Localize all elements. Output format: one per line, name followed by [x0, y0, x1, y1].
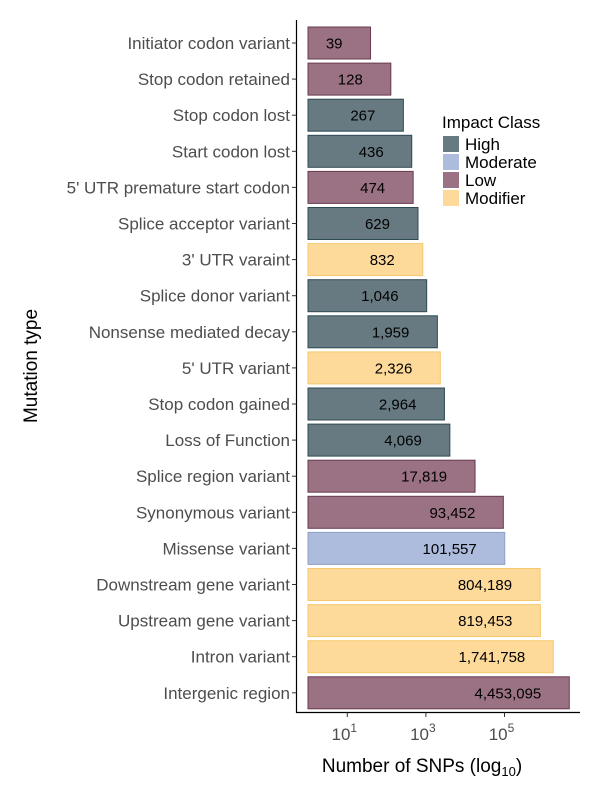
bar-value-label: 4,069 [384, 433, 422, 450]
legend-label: Low [465, 171, 497, 190]
bar [307, 423, 451, 457]
category-label: Stop codon gained [148, 395, 290, 414]
category-label: Downstream gene variant [96, 576, 290, 595]
bar-value-label: 39 [326, 36, 343, 53]
bar-value-label: 2,964 [379, 397, 417, 414]
bar-value-label: 17,819 [401, 469, 447, 486]
bar-value-label: 832 [370, 252, 395, 269]
category-label: Intergenic region [163, 684, 290, 703]
bar [307, 315, 438, 349]
category-label: Splice region variant [136, 467, 290, 486]
category-label: Synonymous variant [136, 503, 290, 522]
x-tick-label: 103 [410, 721, 436, 744]
category-label: 5' UTR variant [182, 359, 290, 378]
category-label: Splice acceptor variant [118, 215, 290, 234]
bar-value-label: 1,959 [372, 324, 410, 341]
x-tick-label: 101 [331, 721, 357, 744]
bar [307, 640, 554, 674]
legend-label: High [465, 135, 500, 154]
category-label: 3' UTR varaint [182, 251, 290, 270]
y-axis-title: Mutation type [21, 309, 42, 423]
legend-label: Modifier [465, 189, 526, 208]
category-label: Nonsense mediated decay [89, 323, 291, 342]
category-labels: Initiator codon variant Stop codon retain… [67, 34, 291, 703]
bar [307, 62, 392, 96]
bar-value-label: 1,741,758 [459, 649, 526, 666]
legend-title: Impact Class [442, 113, 540, 132]
y-axis-ticks [292, 42, 297, 694]
bar-value-labels: 39 128 267 436 474 629 832 1,046 1,959 2,326 2,964… [326, 36, 541, 703]
bar-value-label: 629 [365, 216, 390, 233]
bar [307, 98, 404, 132]
bar [307, 243, 424, 277]
bar [307, 134, 413, 168]
bar-value-label: 4,453,095 [475, 685, 542, 702]
bar-value-label: 2,326 [375, 360, 413, 377]
bar-value-label: 804,189 [458, 577, 512, 594]
legend-label: Moderate [465, 153, 537, 172]
category-label: Stop codon lost [173, 106, 290, 125]
category-label: 5' UTR premature start codon [67, 178, 290, 197]
bar [307, 387, 445, 421]
category-label: Missense variant [162, 539, 290, 558]
legend-swatch [443, 136, 459, 152]
bar-value-label: 819,453 [458, 613, 512, 630]
legend-swatch [443, 190, 459, 206]
legend-swatch [443, 172, 459, 188]
x-axis-ticks: 101 103 105 [331, 712, 515, 744]
bar-value-label: 1,046 [361, 288, 399, 305]
category-label: Start codon lost [172, 142, 290, 161]
category-label: Intron variant [191, 648, 290, 667]
category-label: Loss of Function [165, 431, 290, 450]
bar-value-label: 267 [350, 108, 375, 125]
bar [307, 568, 541, 601]
bars-group [307, 26, 570, 710]
bar-value-label: 101,557 [423, 541, 477, 558]
legend-swatch [443, 154, 459, 170]
bar [307, 459, 476, 493]
category-label: Upstream gene variant [118, 612, 290, 631]
x-axis-title: Number of SNPs (log10) [322, 756, 522, 779]
category-label: Splice donor variant [140, 287, 291, 306]
bar-value-label: 474 [360, 180, 385, 197]
bar [307, 207, 419, 240]
bar [307, 170, 414, 204]
bar-value-label: 93,452 [429, 505, 475, 522]
category-label: Stop codon retained [138, 70, 290, 89]
category-label: Initiator codon variant [127, 34, 290, 53]
bar [307, 604, 541, 638]
bar [307, 279, 428, 313]
bar [307, 495, 504, 529]
x-tick-label: 105 [489, 721, 515, 744]
bar [307, 531, 506, 565]
bar [307, 676, 570, 710]
bar [307, 351, 441, 385]
bar-value-label: 128 [338, 72, 363, 89]
bar [307, 26, 372, 60]
bar-value-label: 436 [359, 144, 384, 161]
